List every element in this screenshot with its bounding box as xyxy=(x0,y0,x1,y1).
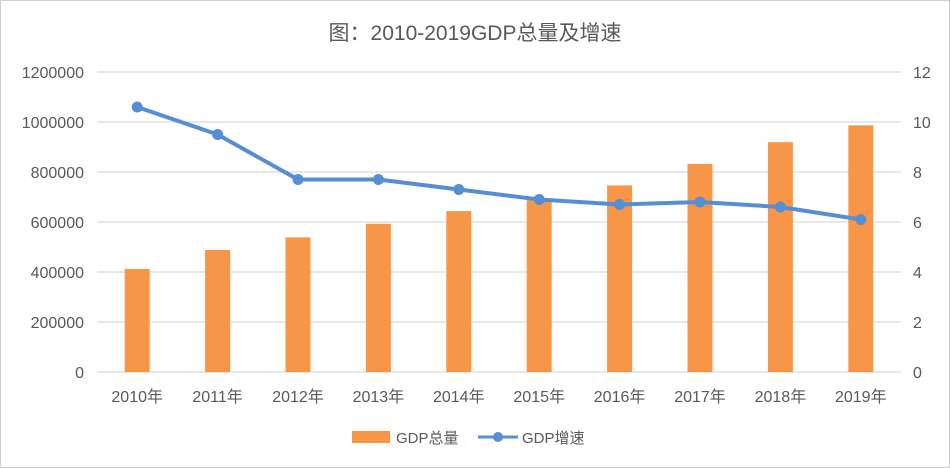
y-right-tick-label: 4 xyxy=(913,265,922,282)
bar-2014年 xyxy=(446,211,472,372)
legend: GDP总量 GDP增速 xyxy=(352,430,585,447)
y-left-tick-label: 1200000 xyxy=(22,65,84,82)
bar-2011年 xyxy=(205,250,231,372)
x-tick-label: 2017年 xyxy=(674,388,726,406)
growth-point-2012年 xyxy=(292,174,304,185)
growth-point-2017年 xyxy=(694,196,706,208)
bar-2016年 xyxy=(607,185,633,372)
x-tick-label: 2013年 xyxy=(353,388,405,406)
x-tick-label: 2015年 xyxy=(513,388,565,406)
bar-2015年 xyxy=(526,199,552,372)
bar-2017年 xyxy=(687,163,713,372)
growth-point-2011年 xyxy=(212,129,224,140)
y-left-tick-label: 800000 xyxy=(31,165,84,182)
x-tick-label: 2019年 xyxy=(835,388,887,406)
chart-title: 图：2010-2019GDP总量及增速 xyxy=(329,22,622,45)
x-tick-label: 2016年 xyxy=(594,388,646,406)
bar-2019年 xyxy=(848,125,874,372)
x-tick-label: 2011年 xyxy=(192,388,242,406)
y-left-tick-label: 1000000 xyxy=(22,115,84,132)
y-left-tick-label: 400000 xyxy=(31,265,84,282)
y-right-tick-label: 2 xyxy=(913,315,922,332)
y-left-tick-label: 600000 xyxy=(31,215,84,232)
y-right-tick-label: 10 xyxy=(913,115,931,132)
x-tick-label: 2012年 xyxy=(272,388,324,406)
growth-point-2014年 xyxy=(453,184,465,195)
bar-2013年 xyxy=(365,223,391,372)
growth-point-2015年 xyxy=(533,194,545,205)
legend-label-gdp-total: GDP总量 xyxy=(396,430,459,447)
legend-line-marker xyxy=(493,432,503,442)
y-left-tick-label: 0 xyxy=(75,365,84,382)
bar-2018年 xyxy=(767,142,793,372)
legend-bar-swatch xyxy=(352,431,390,443)
y-right-tick-label: 6 xyxy=(913,215,922,232)
x-tick-label: 2010年 xyxy=(111,388,163,406)
growth-point-2013年 xyxy=(372,174,384,185)
y-right-tick-label: 12 xyxy=(913,65,931,82)
x-tick-label: 2014年 xyxy=(433,388,485,406)
growth-point-2016年 xyxy=(614,199,626,210)
growth-line xyxy=(136,105,862,222)
y-right-tick-label: 8 xyxy=(913,165,922,182)
growth-point-2019年 xyxy=(855,214,867,225)
x-tick-label: 2018年 xyxy=(755,388,807,406)
y-left-tick-label: 200000 xyxy=(31,315,84,332)
legend-label-gdp-growth: GDP增速 xyxy=(522,430,585,447)
bar-2010年 xyxy=(124,268,150,372)
growth-point-2010年 xyxy=(131,101,143,113)
y-right-tick-label: 0 xyxy=(913,365,922,382)
bar-2012年 xyxy=(285,237,311,372)
growth-point-2018年 xyxy=(774,201,786,213)
